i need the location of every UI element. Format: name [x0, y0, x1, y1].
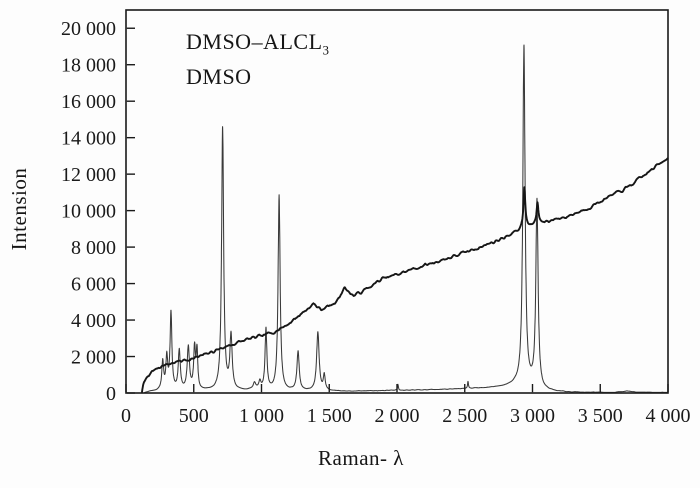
legend-item-dmso-alcl3-subscript: 3 [322, 42, 330, 58]
y-tick-label: 18 000 [61, 55, 116, 77]
x-tick-label: 2 500 [442, 405, 487, 427]
legend-item-dmso-alcl3-label: DMSO–ALCL [186, 29, 323, 54]
legend: DMSO–ALCL3 DMSO [186, 28, 330, 90]
plot-frame [125, 9, 669, 394]
y-tick-label: 12 000 [61, 164, 116, 186]
dmso-alcl3-curve [141, 157, 669, 393]
y-tick-label: 10 000 [61, 201, 116, 223]
y-tick-label: 4 000 [71, 310, 116, 332]
legend-item-dmso-alcl3: DMSO–ALCL3 [186, 28, 330, 63]
y-tick-label: 0 [106, 383, 116, 405]
y-tick-label: 20 000 [61, 18, 116, 40]
y-tick-label: 16 000 [61, 91, 116, 113]
y-tick-label: 14 000 [61, 128, 116, 150]
x-tick-label: 1 500 [307, 405, 352, 427]
dmso-curve [144, 44, 669, 393]
x-tick-label: 500 [179, 405, 209, 427]
x-tick-label: 3 000 [510, 405, 555, 427]
x-tick-label: 3 500 [578, 405, 623, 427]
x-tick-label: 4 000 [646, 405, 691, 427]
y-tick-label: 2 000 [71, 347, 116, 369]
y-axis-title: Intension [7, 167, 31, 251]
x-tick-label: 1 000 [239, 405, 284, 427]
x-tick-label: 0 [121, 405, 131, 427]
x-tick-label: 2 000 [375, 405, 420, 427]
y-tick-label: 6 000 [71, 274, 116, 296]
x-axis-title: Raman- λ [318, 446, 404, 470]
legend-item-dmso: DMSO [186, 64, 252, 90]
y-tick-label: 8 000 [71, 237, 116, 259]
